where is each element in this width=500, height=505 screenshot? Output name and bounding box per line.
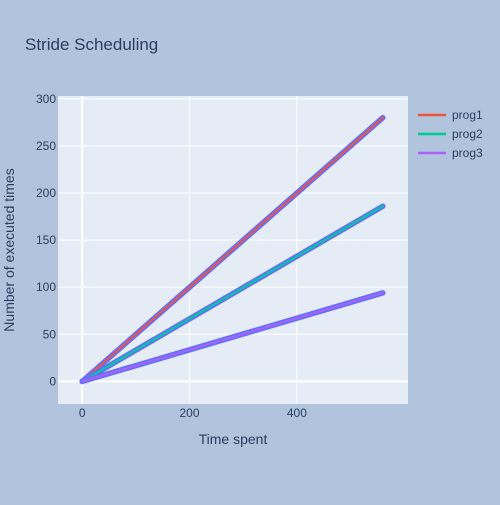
legend-label-prog2[interactable]: prog2 <box>452 127 483 141</box>
x-axis-label: Time spent <box>199 431 268 447</box>
y-tick-label: 200 <box>36 186 56 200</box>
chart-title: Stride Scheduling <box>25 35 158 54</box>
y-tick-label: 100 <box>36 280 56 294</box>
y-tick-label: 150 <box>36 233 56 247</box>
x-tick-label: 200 <box>180 406 200 420</box>
x-tick-label: 400 <box>287 406 307 420</box>
y-axis-label: Number of executed times <box>1 168 17 331</box>
y-tick-label: 50 <box>43 327 57 341</box>
legend-label-prog3[interactable]: prog3 <box>452 146 483 160</box>
x-tick-label: 0 <box>79 406 86 420</box>
y-tick-label: 300 <box>36 92 56 106</box>
legend: prog1 prog2 prog3 <box>418 108 483 160</box>
y-tick-label: 250 <box>36 139 56 153</box>
y-tick-label: 0 <box>49 374 56 388</box>
legend-label-prog1[interactable]: prog1 <box>452 108 483 122</box>
